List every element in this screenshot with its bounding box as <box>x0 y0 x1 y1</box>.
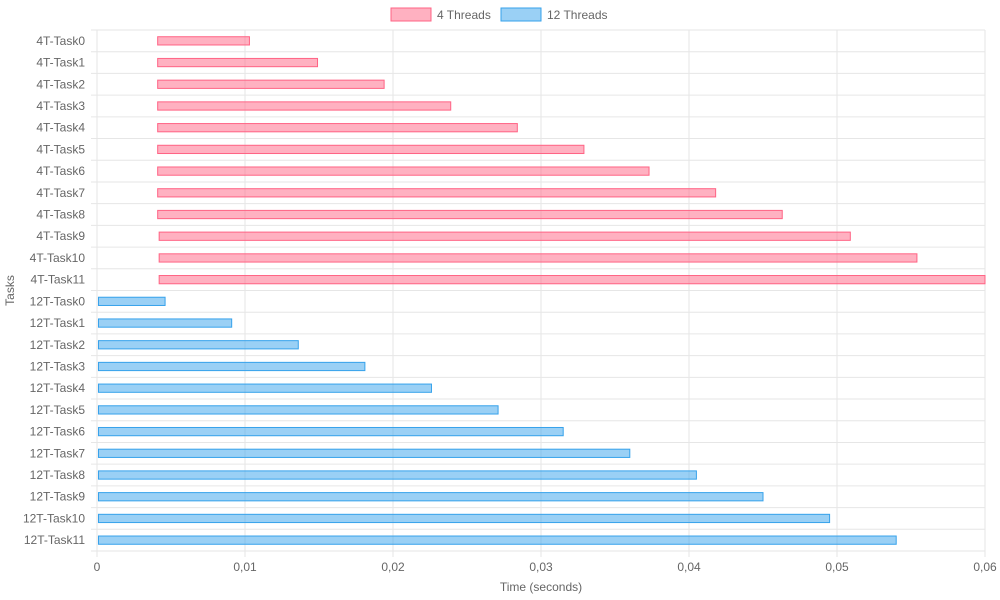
y-tick-label: 4T-Task11 <box>31 273 86 287</box>
y-tick-label: 12T-Task5 <box>30 403 86 417</box>
bar-12t-task3[interactable] <box>97 361 366 372</box>
x-axis-tick-labels: 0 0,01 0,02 0,03 0,04 0,05 0,06 <box>94 560 997 574</box>
y-tick-label: 12T-Task8 <box>30 468 86 482</box>
bar-4t-task10[interactable] <box>158 253 918 263</box>
y-tick-label: 4T-Task10 <box>30 251 86 265</box>
bar-12t-task0[interactable] <box>97 296 166 306</box>
y-tick-label: 12T-Task7 <box>30 446 86 460</box>
x-tick-label: 0,04 <box>677 560 701 574</box>
y-tick-label: 12T-Task3 <box>30 359 86 373</box>
bar-12t-task2[interactable] <box>97 340 299 350</box>
bar-4t-task11[interactable] <box>158 275 986 285</box>
legend-item-1[interactable]: 4 Threads <box>390 7 491 22</box>
y-tick-label: 4T-Task0 <box>36 34 85 48</box>
y-tick-label: 4T-Task7 <box>36 186 85 200</box>
x-axis-title: Time (seconds) <box>500 580 582 594</box>
bar-4t-task8[interactable] <box>157 209 783 220</box>
bar-12t-task11[interactable] <box>97 535 897 545</box>
x-tick-label: 0,02 <box>381 560 405 574</box>
y-tick-label: 4T-Task9 <box>36 229 85 243</box>
x-tick-label: 0,06 <box>973 560 997 574</box>
y-tick-label: 4T-Task4 <box>36 121 85 135</box>
x-tick-label: 0,01 <box>233 560 257 574</box>
legend-swatch <box>500 7 542 22</box>
legend-label: 12 Threads <box>547 8 608 22</box>
bar-4t-task1[interactable] <box>157 57 319 68</box>
y-tick-label: 4T-Task8 <box>36 208 85 222</box>
y-axis-tick-labels: 4T-Task0 4T-Task1 4T-Task2 4T-Task3 4T-Task4… <box>23 34 85 547</box>
x-tick-label: 0,05 <box>825 560 849 574</box>
legend-label: 4 Threads <box>437 8 491 22</box>
y-tick-label: 12T-Task2 <box>30 338 86 352</box>
bar-4t-task9[interactable] <box>158 231 851 241</box>
y-axis-title: Tasks <box>3 275 17 306</box>
y-tick-label: 4T-Task1 <box>36 56 85 70</box>
y-tick-label: 12T-Task1 <box>30 316 86 330</box>
y-tick-label: 4T-Task5 <box>36 142 85 156</box>
bar-12t-task10[interactable] <box>97 513 831 524</box>
bar-4t-task7[interactable] <box>157 188 717 198</box>
bar-4t-task0[interactable] <box>157 36 250 46</box>
legend-swatch <box>390 7 432 22</box>
y-tick-label: 12T-Task0 <box>30 294 86 308</box>
bars-group <box>97 36 986 545</box>
y-tick-label: 4T-Task2 <box>36 77 85 91</box>
bar-4t-task3[interactable] <box>157 101 452 111</box>
bar-12t-task7[interactable] <box>97 448 631 458</box>
grid-lines <box>91 29 986 557</box>
y-tick-label: 4T-Task6 <box>36 164 85 178</box>
bar-12t-task6[interactable] <box>97 426 564 437</box>
bar-12t-task1[interactable] <box>97 318 233 328</box>
bar-4t-task5[interactable] <box>157 144 585 155</box>
legend-item-2[interactable]: 12 Threads <box>500 7 608 22</box>
x-tick-label: 0 <box>94 560 101 574</box>
bar-12t-task4[interactable] <box>97 383 432 393</box>
bar-12t-task8[interactable] <box>97 470 697 480</box>
y-tick-label: 12T-Task11 <box>24 533 85 547</box>
legend[interactable]: 4 Threads 12 Threads <box>390 7 608 22</box>
y-tick-label: 12T-Task9 <box>30 490 86 504</box>
bar-4t-task4[interactable] <box>157 123 518 133</box>
bar-12t-task9[interactable] <box>97 492 764 502</box>
bar-12t-task5[interactable] <box>97 405 499 415</box>
bar-4t-task2[interactable] <box>157 79 385 89</box>
y-tick-label: 12T-Task10 <box>23 511 85 525</box>
x-tick-label: 0,03 <box>529 560 553 574</box>
y-tick-label: 4T-Task3 <box>36 99 85 113</box>
y-tick-label: 12T-Task4 <box>30 381 86 395</box>
y-tick-label: 12T-Task6 <box>30 425 86 439</box>
bar-4t-task6[interactable] <box>157 166 650 176</box>
